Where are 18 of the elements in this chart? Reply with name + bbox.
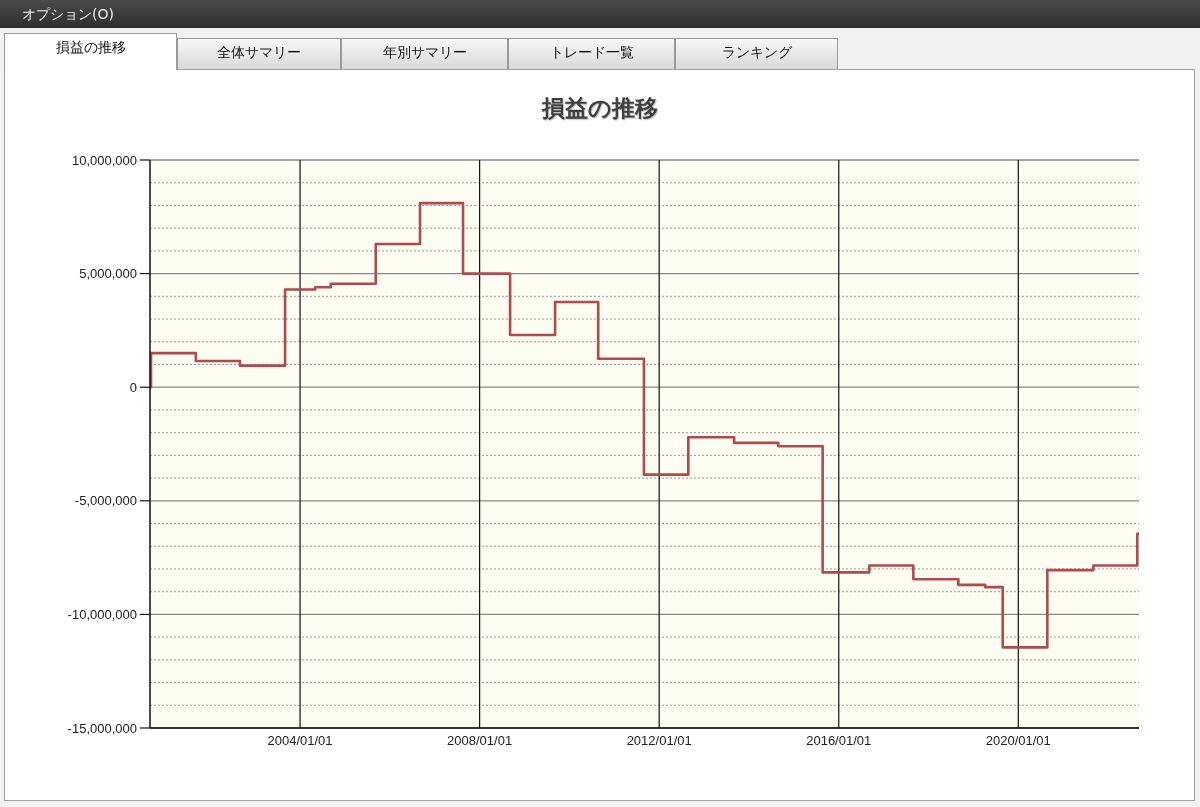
- tab[interactable]: トレード一覧: [508, 38, 675, 70]
- y-tick-label: 10,000,000: [71, 152, 137, 168]
- tab[interactable]: 全体サマリー: [177, 38, 341, 70]
- chart-title: 損益の推移: [542, 95, 658, 121]
- x-tick-label: 2008/01/01: [447, 733, 513, 749]
- menu-item[interactable]: オプション(O): [22, 5, 114, 23]
- x-tick-label: 2004/01/01: [267, 733, 333, 749]
- x-tick-label: 2020/01/01: [985, 733, 1051, 749]
- y-tick-label: 0: [129, 379, 137, 395]
- y-tick-label: 5,000,000: [79, 266, 137, 282]
- y-tick-label: -10,000,000: [67, 606, 137, 622]
- tab[interactable]: ランキング: [675, 38, 838, 70]
- x-tick-label: 2012/01/01: [626, 733, 692, 749]
- tab[interactable]: 年別サマリー: [341, 38, 508, 70]
- tab[interactable]: 損益の推移: [4, 33, 177, 70]
- y-tick-label: -15,000,000: [67, 720, 137, 736]
- y-tick-label: -5,000,000: [74, 493, 137, 509]
- x-tick-label: 2016/01/01: [806, 733, 872, 749]
